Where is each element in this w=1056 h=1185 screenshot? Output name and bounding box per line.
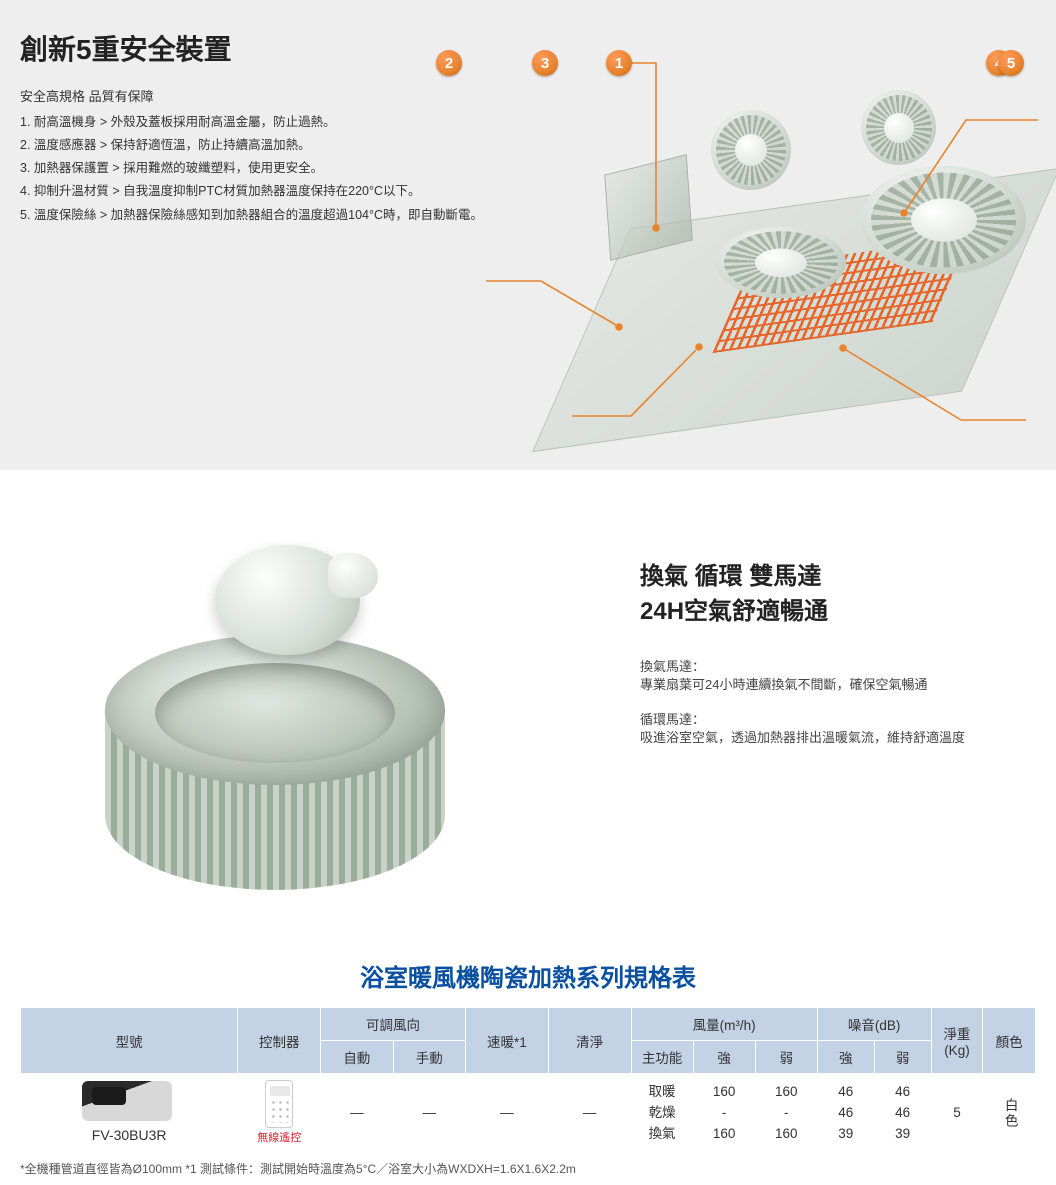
val: 46 bbox=[879, 1082, 927, 1103]
cell-controller: 無線遙控 bbox=[238, 1074, 321, 1154]
cell-clean: — bbox=[548, 1074, 631, 1154]
col-noise-weak: 弱 bbox=[874, 1041, 931, 1074]
cell-mainfn: 取暖 乾燥 換氣 bbox=[631, 1074, 693, 1154]
fn-line: 取暖 bbox=[636, 1082, 689, 1103]
val: 39 bbox=[879, 1124, 927, 1145]
fan-illustration bbox=[105, 505, 445, 925]
val: 46 bbox=[822, 1103, 870, 1124]
cell-fast: — bbox=[465, 1074, 548, 1154]
col-airflow: 風量(m³/h) bbox=[631, 1008, 817, 1041]
col-noise: 噪音(dB) bbox=[817, 1008, 931, 1041]
circ-motor-desc: 吸進浴室空氣，透過加熱器排出溫暖氣流，維持舒適溫度 bbox=[640, 728, 1030, 749]
spec-footnote: *全機種管道直徑皆為Ø100mm *1 測試條件：測試開始時溫度為5°C／浴室大… bbox=[20, 1160, 1036, 1177]
fn-line: 乾燥 bbox=[636, 1103, 689, 1124]
col-noise-strong: 強 bbox=[817, 1041, 874, 1074]
col-mainfn: 主功能 bbox=[631, 1041, 693, 1074]
safety-section: 創新5重安全裝置 安全高規格 品質有保障 1. 耐高溫機身 > 外殼及蓋板採用耐… bbox=[0, 0, 1056, 470]
col-model: 型號 bbox=[21, 1008, 238, 1074]
col-color: 顏色 bbox=[983, 1008, 1036, 1074]
col-air-strong: 強 bbox=[693, 1041, 755, 1074]
dual-motor-text: 換氣 循環 雙馬達 24H空氣舒適暢通 換氣馬達： 專業扇葉可24小時連續換氣不… bbox=[640, 560, 1030, 749]
title-line: 24H空氣舒適暢通 bbox=[640, 598, 828, 625]
dual-motor-section: 換氣 循環 雙馬達 24H空氣舒適暢通 換氣馬達： 專業扇葉可24小時連續換氣不… bbox=[0, 470, 1056, 950]
vent-motor-label: 換氣馬達： bbox=[640, 656, 1030, 675]
spec-section: 浴室暖風機陶瓷加熱系列規格表 型號 控制器 可調風向 速暖*1 清淨 風量(m³… bbox=[0, 958, 1056, 1185]
cell-air-strong: 160 - 160 bbox=[693, 1074, 755, 1154]
callout-1: 1 bbox=[606, 50, 632, 76]
val: 160 bbox=[698, 1124, 751, 1145]
cell-air-weak: 160 - 160 bbox=[755, 1074, 817, 1154]
val: 46 bbox=[822, 1082, 870, 1103]
callout-3: 3 bbox=[532, 50, 558, 76]
col-air-weak: 弱 bbox=[755, 1041, 817, 1074]
cell-manual: — bbox=[393, 1074, 465, 1154]
col-fastwarm: 速暖*1 bbox=[465, 1008, 548, 1074]
cell-model: FV-30BU3R bbox=[21, 1074, 238, 1154]
spec-table: 型號 控制器 可調風向 速暖*1 清淨 風量(m³/h) 噪音(dB) 淨重 (… bbox=[20, 1007, 1036, 1154]
val: 39 bbox=[822, 1124, 870, 1145]
col-controller: 控制器 bbox=[238, 1008, 321, 1074]
fn-line: 換氣 bbox=[636, 1124, 689, 1145]
title-line: 換氣 循環 雙馬達 bbox=[640, 563, 821, 590]
cell-noise-strong: 46 46 39 bbox=[817, 1074, 874, 1154]
model-name: FV-30BU3R bbox=[25, 1125, 233, 1147]
val: - bbox=[760, 1103, 813, 1124]
callout-5: 5 bbox=[998, 50, 1024, 76]
cell-color: 白色 bbox=[983, 1074, 1036, 1154]
spec-title: 浴室暖風機陶瓷加熱系列規格表 bbox=[20, 958, 1036, 993]
table-row: FV-30BU3R 無線遙控 — — — — 取暖 乾燥 換氣 160 - bbox=[21, 1074, 1036, 1154]
product-thumb-icon bbox=[82, 1081, 172, 1121]
callout-2: 2 bbox=[436, 50, 462, 76]
val: 160 bbox=[760, 1082, 813, 1103]
exploded-diagram: 1 2 3 4 5 bbox=[486, 50, 1046, 450]
col-auto: 自動 bbox=[321, 1041, 393, 1074]
dual-motor-title: 換氣 循環 雙馬達 24H空氣舒適暢通 bbox=[640, 560, 1030, 630]
val: 160 bbox=[760, 1124, 813, 1145]
val: - bbox=[698, 1103, 751, 1124]
cell-noise-weak: 46 46 39 bbox=[874, 1074, 931, 1154]
cell-auto: — bbox=[321, 1074, 393, 1154]
col-clean: 清淨 bbox=[548, 1008, 631, 1074]
cell-weight: 5 bbox=[931, 1074, 983, 1154]
col-winddir: 可調風向 bbox=[321, 1008, 466, 1041]
vent-motor-desc: 專業扇葉可24小時連續換氣不間斷，確保空氣暢通 bbox=[640, 675, 1030, 696]
circ-motor-label: 循環馬達： bbox=[640, 709, 1030, 728]
remote-label: 無線遙控 bbox=[242, 1130, 316, 1147]
remote-icon bbox=[265, 1080, 293, 1128]
val: 160 bbox=[698, 1082, 751, 1103]
col-weight: 淨重 (Kg) bbox=[931, 1008, 983, 1074]
val: 46 bbox=[879, 1103, 927, 1124]
callout-lines bbox=[486, 50, 1046, 450]
col-manual: 手動 bbox=[393, 1041, 465, 1074]
